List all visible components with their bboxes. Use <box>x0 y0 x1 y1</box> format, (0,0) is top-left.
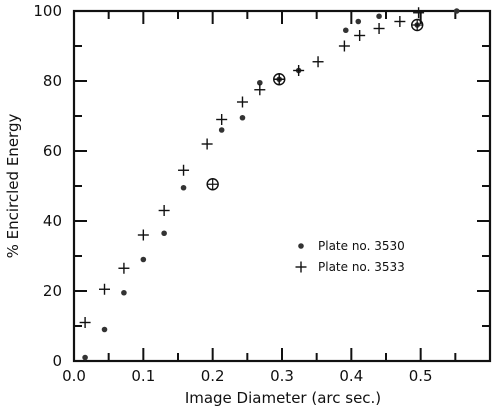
data-point-plate-3533 <box>338 40 350 52</box>
data-point-plate-3530 <box>355 18 362 25</box>
data-point-circled-plus <box>206 178 219 191</box>
data-point-circled-plus <box>273 73 286 86</box>
plot-frame <box>72 9 492 363</box>
data-point-plate-3533 <box>236 96 248 108</box>
legend-marker-plate-3530 <box>298 243 304 249</box>
data-point-plate-3533 <box>118 262 130 274</box>
y-tick-label: 100 <box>33 2 62 20</box>
data-point-plate-3530 <box>376 13 382 20</box>
data-point-plate-3533 <box>216 114 228 125</box>
x-tick-label: 0.4 <box>339 367 363 385</box>
data-point-plate-3533 <box>79 317 91 328</box>
legend: Plate no. 3530 Plate no. 3533 <box>295 239 405 274</box>
y-tick-label: 80 <box>43 72 62 90</box>
y-tick-label: 0 <box>52 352 62 370</box>
x-tick-label: 0.3 <box>270 367 294 385</box>
data-point-plate-3530 <box>218 127 225 133</box>
data-point-plate-3530 <box>121 289 127 296</box>
data-point-plate-3533 <box>254 84 266 96</box>
data-point-plate-3530 <box>101 326 108 333</box>
data-marks <box>79 7 460 361</box>
data-point-circled-plus <box>411 18 424 32</box>
data-point-plate-3533 <box>394 16 406 27</box>
data-point-plate-3533 <box>99 283 111 295</box>
data-point-plate-3533 <box>373 23 385 34</box>
data-point-plate-3530 <box>342 27 349 34</box>
x-tick-labels: 0.0 0.1 0.2 0.3 0.4 0.5 <box>62 367 433 385</box>
y-tick-label: 40 <box>43 212 62 230</box>
data-point-plate-3530 <box>453 8 460 14</box>
x-tick-label: 0.2 <box>201 367 225 385</box>
x-axis-title: Image Diameter (arc sec.) <box>185 389 381 407</box>
data-point-plate-3530 <box>180 184 187 191</box>
data-point-plate-3530 <box>140 256 147 263</box>
y-tick-label: 60 <box>43 142 62 160</box>
data-point-plate-3530 <box>161 230 167 237</box>
data-point-plate-3530 <box>82 354 88 361</box>
y-axis-title: % Encircled Energy <box>4 114 22 259</box>
data-point-plate-3533 <box>201 138 213 150</box>
data-point-plate-3533 <box>137 229 149 241</box>
data-point-plate-3530 <box>257 79 263 86</box>
x-tick-label: 0.5 <box>409 367 433 385</box>
data-point-plate-3533 <box>158 205 170 216</box>
data-point-plate-3533 <box>413 7 425 19</box>
y-tick-labels: 0 20 40 60 80 100 <box>33 2 62 370</box>
legend-label-plate-3530: Plate no. 3530 <box>318 239 405 253</box>
x-tick-label: 0.1 <box>131 367 155 385</box>
data-point-plate-3533 <box>354 30 366 41</box>
data-point-plate-3533 <box>293 65 305 76</box>
data-point-plate-3530 <box>239 114 246 121</box>
tick-marks <box>73 10 491 362</box>
legend-marker-plate-3533 <box>295 261 307 273</box>
x-tick-label: 0.0 <box>62 367 86 385</box>
data-point-plate-3533 <box>312 56 324 68</box>
y-tick-label: 20 <box>43 282 62 300</box>
legend-label-plate-3533: Plate no. 3533 <box>318 260 405 274</box>
data-point-plate-3533 <box>178 164 190 176</box>
